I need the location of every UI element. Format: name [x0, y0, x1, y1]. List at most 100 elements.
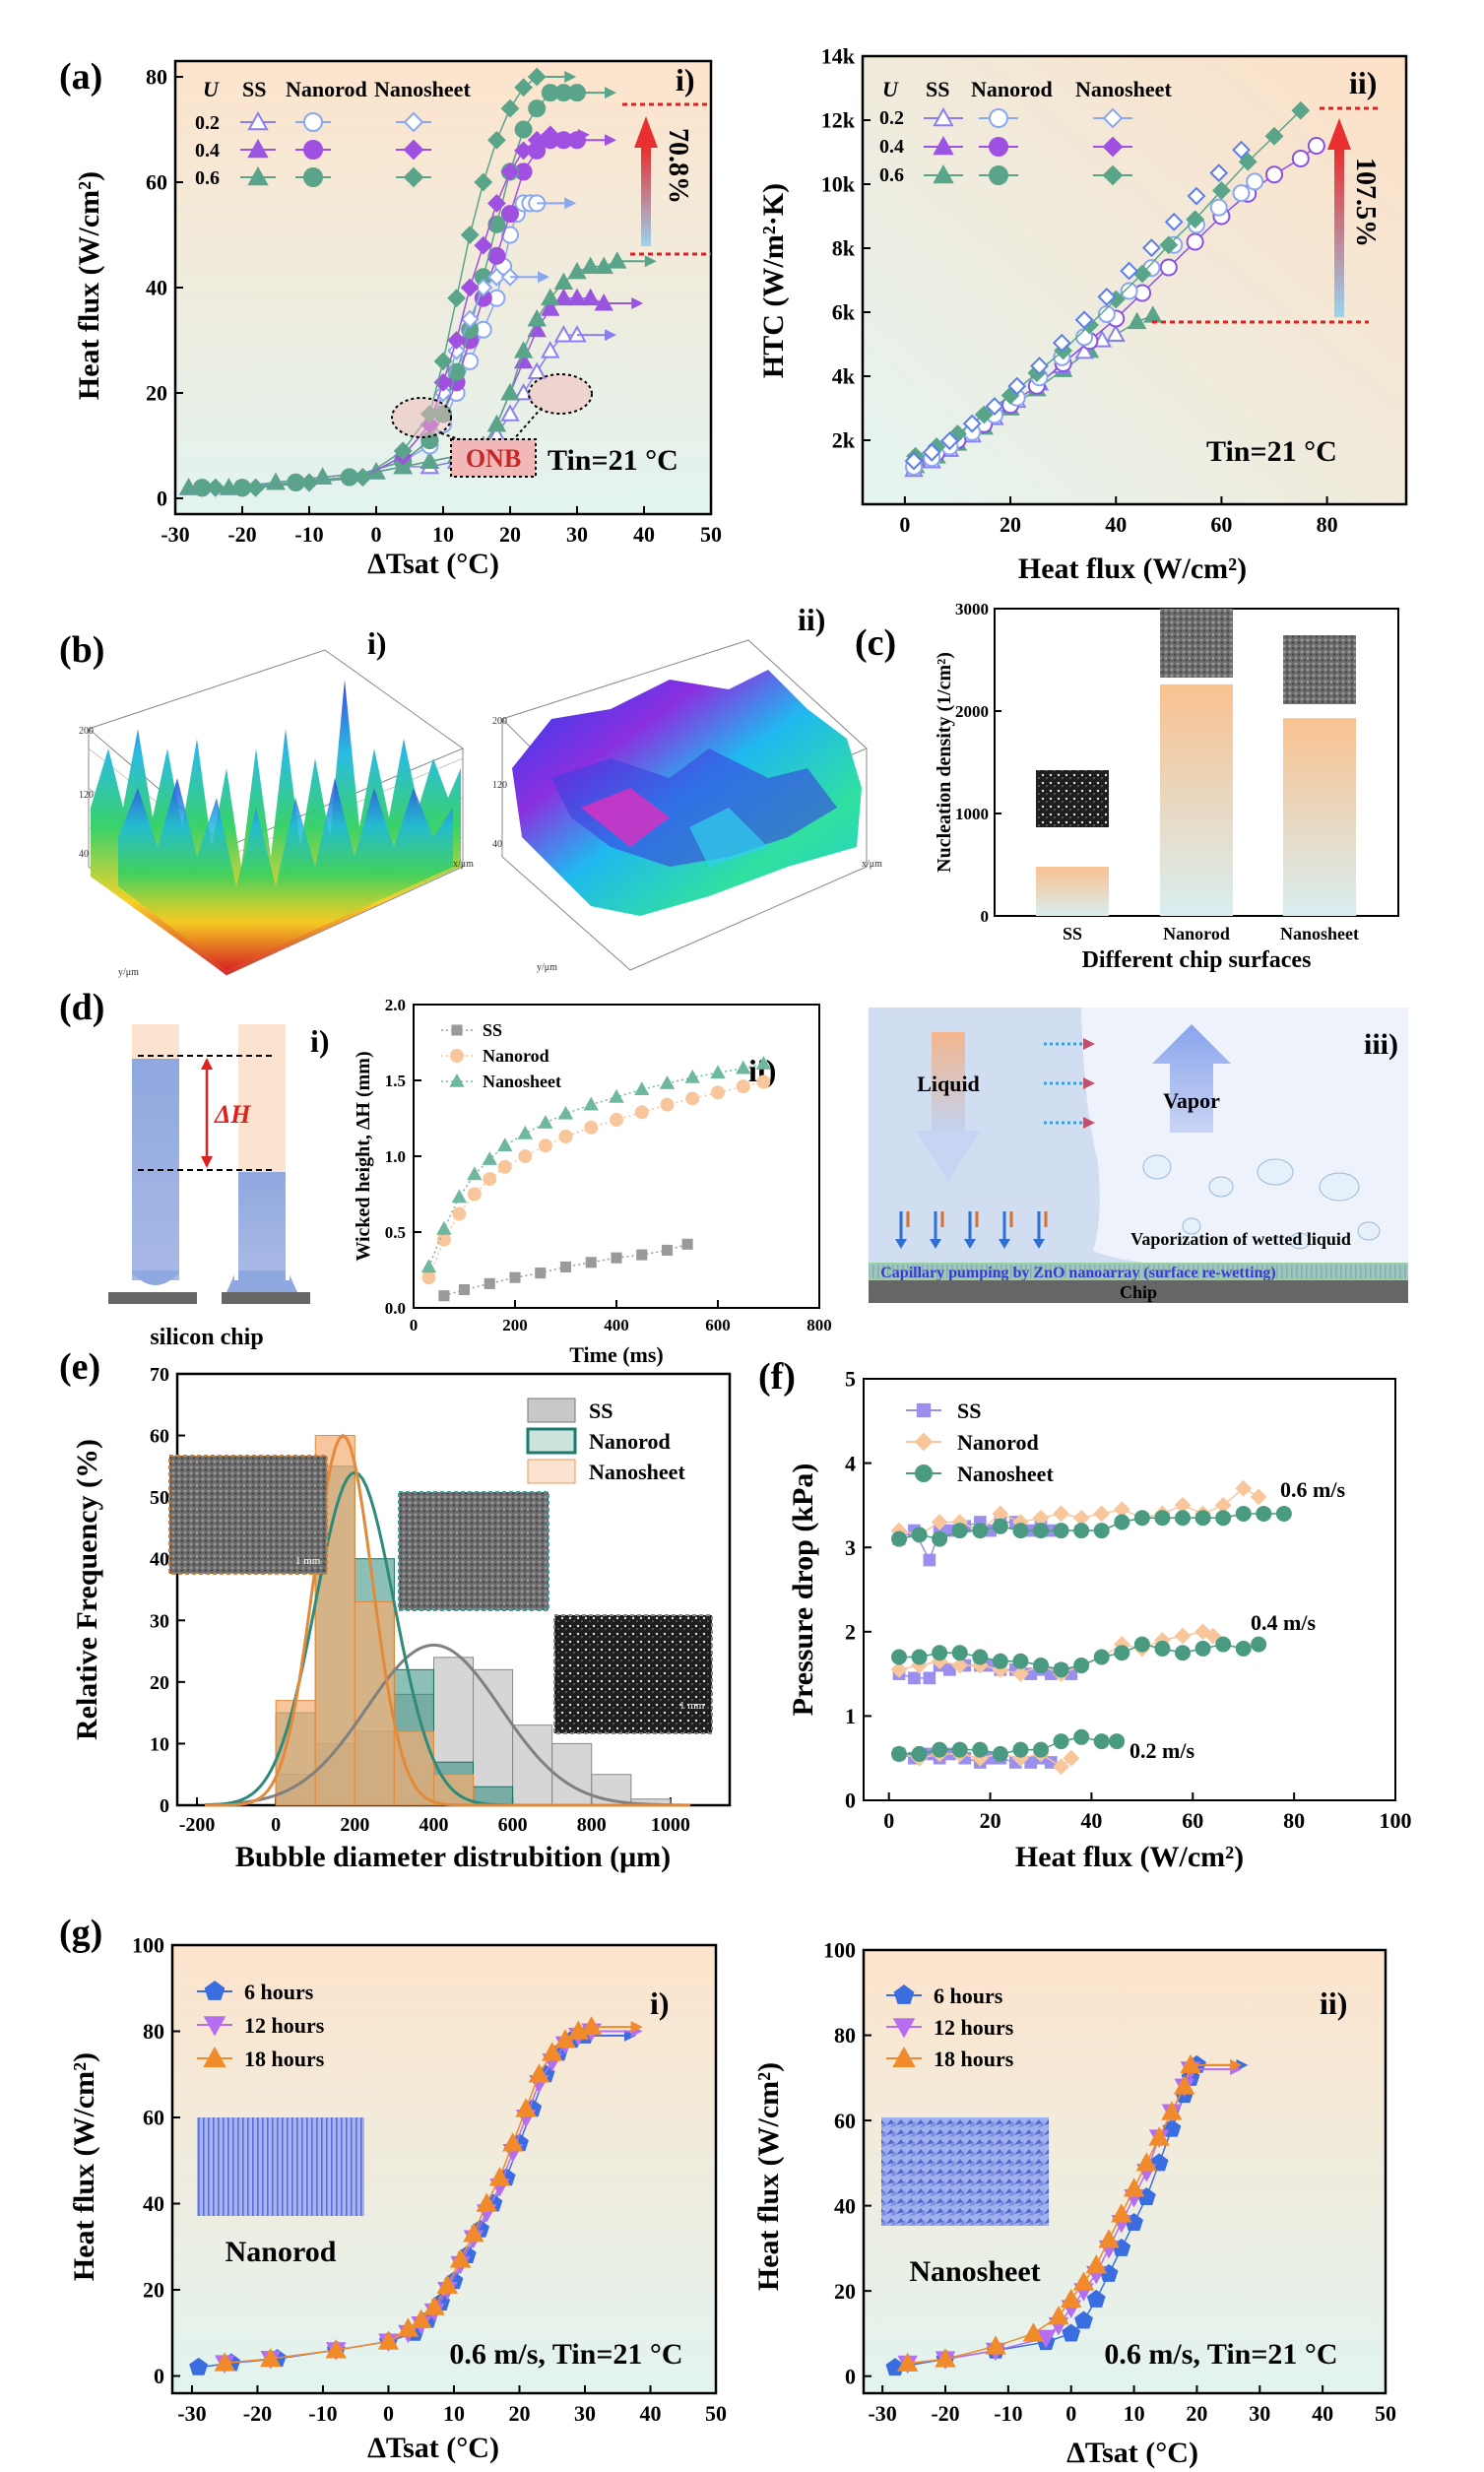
x-tick-label: 50 — [700, 522, 722, 547]
y-axis-label: Heat flux (W/cm²) — [73, 171, 105, 400]
data-point — [1186, 210, 1205, 229]
y-tick-label: 20 — [834, 2279, 856, 2304]
chf-arrow-head — [605, 87, 616, 99]
data-point — [1173, 2075, 1195, 2095]
legend: 6 hours 12 hours 18 hours — [197, 1980, 325, 2071]
y-tick-label: 100 — [132, 1933, 164, 1958]
improvement-arrow-shaft — [1334, 150, 1344, 317]
data-point — [436, 1232, 451, 1247]
data-point — [497, 1138, 513, 1152]
improvement-arrow-shaft — [641, 148, 651, 246]
panel-label-f: (f) — [758, 1356, 796, 1398]
y-tick-label: 10k — [821, 172, 856, 197]
legend-nanosheet: Nanosheet — [589, 1460, 685, 1484]
data-point — [567, 261, 587, 280]
data-point — [1052, 333, 1071, 353]
y-tick-label: 70 — [150, 1364, 169, 1386]
data-point — [214, 2352, 235, 2372]
vapor-label: Vapor — [1163, 1088, 1220, 1113]
data-point — [755, 1056, 772, 1070]
panel-label-c: (c) — [855, 622, 896, 664]
x-tick-label: -10 — [294, 522, 323, 547]
legend-marker — [204, 1981, 226, 2000]
data-point — [1074, 2310, 1093, 2329]
data-point — [514, 120, 533, 139]
svg-text:40: 40 — [79, 849, 89, 860]
x-tick-label: 0 — [410, 1316, 419, 1334]
plot-frame — [170, 1943, 718, 2395]
roman-label-i: i) — [310, 1023, 330, 1059]
data-point — [1114, 1514, 1130, 1530]
fit-curve — [205, 1643, 690, 1807]
x-tick-label: 20 — [508, 2401, 530, 2426]
data-point — [1109, 1733, 1126, 1750]
data-point — [487, 215, 506, 233]
data-point — [513, 341, 534, 358]
legend-marker — [449, 1073, 465, 1087]
svg-text:x/μm: x/μm — [862, 859, 882, 870]
axes: -30 -20 -10 0 10 20 30 40 50 0 20 40 60 80 100 — [132, 1933, 727, 2426]
chf-arrow-head — [1236, 2058, 1249, 2071]
bar — [1036, 867, 1109, 916]
series-line — [894, 2064, 1198, 2369]
x-tick-label: 600 — [705, 1316, 731, 1334]
x-tick-label: 20 — [980, 1808, 1001, 1833]
data-point — [585, 1257, 597, 1269]
data-point — [974, 405, 994, 424]
x-tick-label: 0 — [271, 1814, 281, 1836]
improvement-percent: 70.8% — [663, 128, 693, 204]
panel-label-a: (a) — [59, 56, 102, 98]
data-point — [1135, 2152, 1158, 2172]
sem-inset-ss — [1036, 770, 1109, 827]
legend-marker — [933, 106, 954, 127]
chip-label: Chip — [1120, 1282, 1157, 1302]
x-axis-label: Bubble diameter distrubition (μm) — [235, 1841, 671, 1873]
legend-row-0.6: 0.6 — [879, 164, 904, 186]
data-point — [325, 2339, 347, 2359]
series-group — [890, 1479, 1292, 1776]
data-point — [891, 1745, 907, 1762]
data-point — [1033, 1741, 1049, 1758]
legend-18h: 18 hours — [934, 2047, 1014, 2071]
legend-marker — [914, 1432, 934, 1452]
data-point — [436, 1220, 452, 1235]
x-tick-label: 30 — [574, 2401, 596, 2426]
data-point — [681, 1238, 693, 1250]
data-point — [992, 1653, 1008, 1669]
data-point — [1033, 1523, 1049, 1539]
y-tick-label: 3 — [845, 1535, 856, 1560]
x-tick-label: 80 — [1283, 1808, 1305, 1833]
data-point — [517, 1125, 533, 1139]
legend-marker — [989, 137, 1008, 157]
data-point — [514, 141, 534, 161]
data-point — [609, 1088, 624, 1103]
data-point — [514, 78, 534, 98]
data-point — [527, 130, 547, 150]
legend-ss: SS — [483, 1020, 502, 1040]
improvement-arrow-head — [1327, 118, 1351, 150]
data-point — [423, 2296, 445, 2315]
x-tick-label: 400 — [419, 1814, 448, 1836]
data-point — [1175, 1645, 1191, 1661]
y-tick-label: 2000 — [955, 702, 989, 721]
legend-marker — [1102, 136, 1124, 158]
y-tick-label: 2 — [845, 1620, 856, 1645]
legend-marker — [303, 112, 323, 132]
data-point — [935, 2348, 956, 2368]
liquid-arrow-head — [916, 1131, 981, 1182]
data-point — [1111, 2203, 1132, 2223]
y-tick-label: 100 — [823, 1938, 856, 1963]
panel-f: (f) SS Nanorod Nanosheet 0 20 40 60 80 100 0 1 2… — [758, 1356, 1412, 1873]
data-point — [476, 2192, 497, 2212]
legend-swatch-nanorod — [526, 1427, 577, 1455]
y-tick-label: 80 — [143, 2019, 164, 2044]
data-point — [1194, 1640, 1211, 1657]
data-point — [1212, 181, 1231, 200]
x-tick-label: 200 — [340, 1814, 369, 1836]
data-point — [1159, 235, 1179, 255]
y-tick-label: 60 — [146, 170, 167, 195]
data-point — [567, 288, 587, 306]
silicon-chip-label: silicon chip — [150, 1325, 263, 1350]
data-point — [911, 1745, 928, 1762]
condition-label: 0.6 m/s, Tin=21 °C — [1104, 2338, 1337, 2371]
